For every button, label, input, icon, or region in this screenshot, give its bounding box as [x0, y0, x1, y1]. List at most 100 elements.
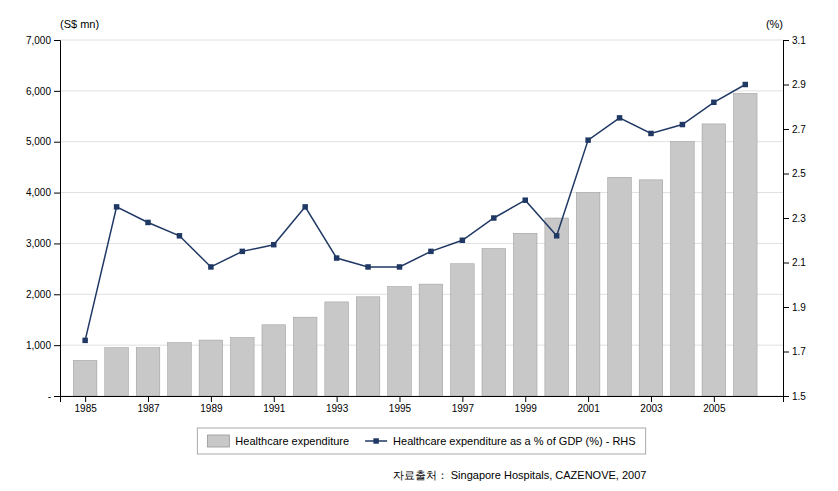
y2-axis: 1.5 1.7 1.9 2.1 2.3 2.5 2.7 2.9 3.1 — [783, 35, 806, 402]
tick-label: 6,000 — [26, 86, 51, 97]
bar — [419, 284, 443, 396]
legend-box — [197, 428, 645, 454]
tick-label: 2003 — [640, 403, 663, 414]
bar — [545, 218, 569, 396]
tick-mark — [54, 396, 60, 397]
tick-label: 7,000 — [26, 35, 51, 46]
tick-label: 5,000 — [26, 136, 51, 147]
tick: 5,000 — [26, 136, 60, 147]
bar — [168, 343, 192, 396]
tick-label: 1,000 — [26, 340, 51, 351]
tick-label: 1999 — [515, 403, 538, 414]
bar — [231, 338, 255, 396]
bar — [451, 264, 475, 396]
tick-mark — [85, 396, 86, 402]
marker — [680, 122, 685, 127]
bar — [608, 177, 632, 396]
tick-mark — [588, 396, 589, 402]
bar — [671, 142, 695, 396]
marker — [177, 233, 182, 238]
tick: 3.1 — [783, 35, 806, 46]
bar — [702, 124, 726, 396]
legend-item: Healthcare expenditure — [207, 435, 349, 447]
bar — [388, 287, 412, 396]
tick-label: 1989 — [200, 403, 223, 414]
tick: 1985 — [75, 396, 98, 414]
tick-mark — [54, 91, 60, 92]
tick: 1999 — [515, 396, 538, 414]
marker — [585, 137, 590, 142]
tick: 1997 — [452, 396, 475, 414]
tick: - — [48, 391, 60, 402]
marker — [554, 233, 559, 238]
axis-line — [784, 41, 790, 397]
tick-label: 2.5 — [792, 168, 806, 179]
tick-label: 1985 — [75, 403, 98, 414]
tick: 1995 — [389, 396, 412, 414]
tick-mark — [783, 85, 789, 86]
axis-title: (%) — [766, 18, 783, 30]
tick: 2005 — [703, 396, 726, 414]
bar — [105, 348, 129, 396]
bar — [513, 233, 537, 396]
tick: 1.9 — [783, 302, 806, 313]
tick-label: 1997 — [452, 403, 475, 414]
tick-mark — [783, 263, 789, 264]
marker — [460, 238, 465, 243]
marker — [82, 338, 87, 343]
marker — [145, 220, 150, 225]
axis-title: (S$ mn) — [60, 18, 99, 30]
bars — [73, 93, 757, 396]
tick-mark — [54, 40, 60, 41]
tick: 2.1 — [783, 257, 806, 268]
tick-mark — [714, 396, 715, 402]
tick: 1987 — [137, 396, 160, 414]
tick: 3,000 — [26, 238, 60, 249]
y-axis: -1,0002,0003,0004,0005,0006,0007,000 — [26, 35, 61, 402]
bar — [639, 180, 663, 396]
marker — [743, 82, 748, 87]
tick: 1.7 — [783, 346, 806, 357]
tick-label: 2,000 — [26, 289, 51, 300]
bar — [325, 302, 349, 396]
line — [85, 85, 745, 341]
tick-label: 2.3 — [792, 213, 806, 224]
marker — [334, 255, 339, 260]
tick: 2.5 — [783, 168, 806, 179]
tick-mark — [54, 243, 60, 244]
bar — [733, 93, 757, 396]
tick-mark — [399, 396, 400, 402]
tick-mark — [783, 174, 789, 175]
tick: 2.3 — [783, 213, 806, 224]
tick-mark — [337, 396, 338, 402]
tick: 2,000 — [26, 289, 60, 300]
tick: 1989 — [200, 396, 223, 414]
tick-mark — [211, 396, 212, 402]
tick: 2.9 — [783, 79, 806, 90]
bar — [482, 249, 506, 396]
bar — [356, 297, 380, 396]
legend: Healthcare expenditureHealthcare expendi… — [197, 428, 645, 454]
marker — [617, 115, 622, 120]
tick-label: 3,000 — [26, 238, 51, 249]
chart: 1985198719891991199319951997199920012003… — [0, 0, 838, 491]
tick-mark — [462, 396, 463, 402]
marker — [711, 100, 716, 105]
tick-mark — [54, 193, 60, 194]
tick-mark — [783, 307, 789, 308]
tick: 2.7 — [783, 124, 806, 135]
grid-line — [60, 90, 783, 91]
marker — [522, 197, 527, 202]
tick: 2003 — [640, 396, 663, 414]
legend-label: Healthcare expenditure — [235, 435, 349, 447]
tick-mark — [783, 40, 789, 41]
marker — [208, 264, 213, 269]
axis-line — [61, 397, 784, 403]
tick-label: 2.1 — [792, 257, 806, 268]
tick: 1.5 — [783, 391, 806, 402]
tick-mark — [54, 294, 60, 295]
marker — [491, 215, 496, 220]
marker — [648, 131, 653, 136]
plot: 1985198719891991199319951997199920012003… — [26, 18, 806, 414]
tick: 1,000 — [26, 340, 60, 351]
